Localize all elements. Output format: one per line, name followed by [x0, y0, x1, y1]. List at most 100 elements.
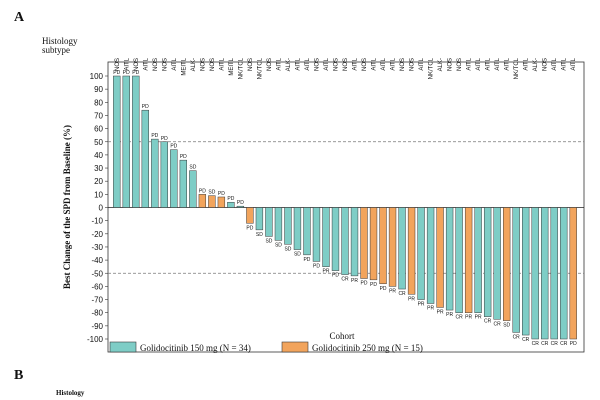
y-tick-label: -100	[87, 335, 104, 344]
subtype-label: ALK-	[286, 58, 292, 71]
subtype-label: AITL	[276, 57, 282, 70]
subtype-label: AITL	[476, 57, 482, 70]
subtype-label: AITL	[495, 57, 501, 70]
response-label: CR	[522, 337, 530, 343]
bar-12	[217, 196, 226, 208]
response-label: SD	[208, 190, 215, 196]
bar-3	[132, 75, 140, 208]
response-label: PD	[237, 200, 244, 206]
response-label: CR	[341, 277, 349, 283]
subtype-label: MEITL	[229, 57, 235, 75]
y-tick-label: 50	[94, 138, 103, 147]
y-tick-label: 20	[94, 177, 103, 186]
bar-40	[483, 207, 492, 317]
y-tick-label: 70	[94, 111, 103, 120]
bar-11	[208, 195, 216, 208]
bar-21	[303, 207, 311, 256]
bar-46	[541, 207, 549, 340]
bar-25	[341, 207, 349, 275]
response-label: PD	[303, 257, 310, 263]
bar-8	[179, 159, 188, 208]
subtype-label: NOS	[362, 58, 368, 71]
response-label: PR	[323, 269, 330, 275]
response-label: PD	[151, 133, 158, 139]
subtype-label: AITL	[486, 57, 492, 70]
bar-27	[360, 207, 368, 279]
bar-48	[560, 207, 568, 340]
y-tick-label: -30	[91, 243, 103, 252]
bar-45	[531, 207, 539, 340]
response-label: PR	[437, 309, 444, 315]
panel-b-label: B	[14, 368, 24, 383]
subtype-label: AITL	[552, 57, 558, 70]
y-tick-label: -70	[91, 296, 103, 305]
panel-b-histology-label: Histology	[56, 389, 85, 397]
subtype-label: AITL	[381, 57, 387, 70]
subtype-label: AITL	[562, 57, 568, 70]
bar-10	[198, 194, 207, 208]
response-label: PR	[475, 315, 482, 321]
legend-label-150: Golidocitinib 150 mg (N = 34)	[140, 343, 251, 353]
subtype-label: NOS	[457, 58, 463, 71]
subtype-label: NK/TCL	[514, 57, 520, 79]
response-label: SD	[284, 246, 291, 252]
subtype-label: AITL	[219, 57, 225, 70]
response-label: PD	[132, 70, 139, 76]
response-label: PD	[246, 225, 253, 231]
legend-title: Cohort	[329, 331, 355, 341]
bar-4	[141, 109, 149, 208]
response-label: CR	[484, 319, 492, 325]
bar-22	[312, 207, 321, 262]
y-tick-label: -60	[91, 282, 103, 291]
subtype-label: AITL	[124, 57, 130, 70]
legend-swatch-250	[281, 341, 309, 353]
response-label: PD	[218, 191, 225, 197]
response-label: PD	[170, 144, 177, 150]
bar-32	[407, 207, 416, 295]
response-label: PD	[199, 188, 206, 194]
response-label: PD	[361, 281, 368, 287]
bar-44	[522, 207, 530, 336]
response-label: CR	[560, 341, 568, 347]
subtype-label: NK/TCL	[238, 57, 244, 79]
subtype-label: NOS	[115, 58, 121, 71]
y-tick-label: -90	[91, 322, 103, 331]
subtype-label: NK/TCL	[257, 57, 263, 79]
subtype-label: ALK-	[438, 58, 444, 71]
bar-5	[151, 138, 159, 208]
bar-15	[246, 207, 254, 224]
y-tick-label: 30	[94, 164, 103, 173]
response-label: CR	[456, 315, 464, 321]
y-tick-label: 80	[94, 98, 103, 107]
subtype-label: NOS	[134, 58, 140, 71]
subtype-label: NOS	[162, 58, 168, 71]
bar-24	[331, 207, 340, 271]
subtype-label: AITL	[172, 57, 178, 70]
response-label: PD	[161, 136, 168, 142]
response-label: PR	[408, 296, 415, 302]
y-tick-label: -50	[91, 269, 103, 278]
subtype-label: NOS	[248, 58, 254, 71]
subtype-label: AITL	[295, 57, 301, 70]
response-label: SD	[275, 242, 282, 248]
bar-41	[493, 207, 501, 320]
response-label: PD	[313, 263, 320, 269]
subtype-label: NOS	[333, 58, 339, 71]
y-axis: 1009080706050403020100-10-20-30-40-50-60…	[87, 72, 108, 344]
response-label: PR	[427, 305, 434, 311]
response-label: PR	[465, 315, 472, 321]
bar-20	[293, 207, 302, 250]
subtype-label: NOS	[200, 58, 206, 71]
bar-18	[274, 207, 283, 241]
subtype-label: AITL	[524, 57, 530, 70]
response-label: PD	[113, 70, 120, 76]
subtype-label: AITL	[391, 57, 397, 70]
bar-14	[236, 205, 245, 208]
response-label: PD	[570, 341, 577, 347]
bar-35	[436, 207, 444, 308]
subtype-label: NOS	[153, 58, 159, 71]
legend-label-250: Golidocitinib 250 mg (N = 15)	[312, 343, 423, 353]
subtype-label: NOS	[543, 58, 549, 71]
bar-39	[474, 207, 482, 313]
